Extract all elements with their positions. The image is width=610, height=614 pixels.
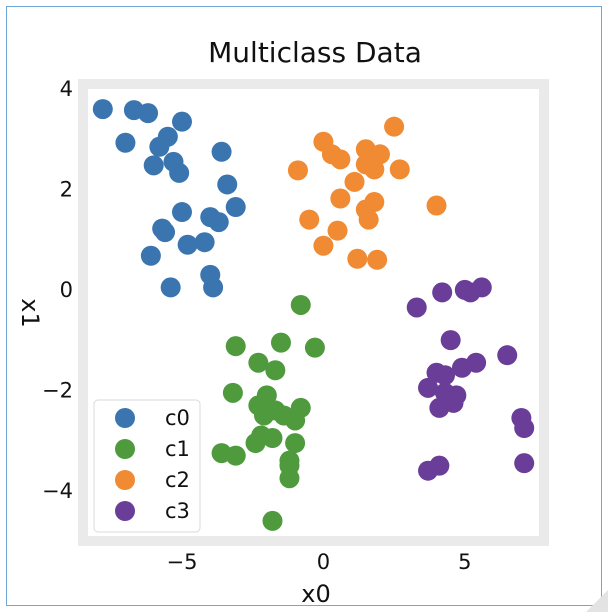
legend-marker-c3	[115, 501, 135, 521]
data-point-c0	[143, 155, 164, 176]
legend-marker-c2	[115, 470, 135, 490]
y-tick-label: −4	[42, 479, 73, 503]
data-point-c2	[364, 159, 385, 180]
data-point-c0	[171, 111, 192, 132]
data-point-c2	[330, 149, 351, 170]
data-point-c1	[304, 337, 325, 358]
data-point-c1	[265, 360, 286, 381]
plot-area-frame	[78, 79, 549, 546]
legend: c0 c1 c2 c3	[93, 399, 201, 533]
data-point-c3	[432, 282, 453, 303]
data-point-c0	[177, 234, 198, 255]
data-point-c0	[208, 212, 229, 233]
data-point-c0	[211, 141, 232, 162]
data-point-c3	[429, 455, 450, 476]
data-point-c2	[389, 159, 410, 180]
data-point-c1	[270, 332, 291, 353]
data-point-c1	[285, 433, 306, 454]
data-point-c0	[194, 232, 215, 253]
data-point-c2	[426, 195, 447, 216]
data-point-c1	[279, 468, 300, 489]
data-point-c3	[435, 365, 456, 386]
data-point-c3	[418, 377, 439, 398]
data-point-c2	[347, 248, 368, 269]
legend-label-c1: c1	[165, 437, 190, 461]
data-points	[92, 99, 535, 531]
data-point-c2	[330, 188, 351, 209]
data-point-c2	[384, 116, 405, 137]
y-tick-label: 2	[60, 177, 73, 201]
data-point-c3	[471, 277, 492, 298]
data-point-c1	[254, 405, 275, 426]
axis-ticks: −5 0 5 4 2 0 −2 −4	[42, 77, 471, 574]
legend-label-c2: c2	[165, 468, 190, 492]
data-point-c0	[217, 174, 238, 195]
data-point-c0	[115, 132, 136, 153]
y-tick-label: 4	[60, 77, 73, 101]
data-point-c3	[406, 297, 427, 318]
data-point-c1	[222, 382, 243, 403]
legend-label-c3: c3	[165, 499, 190, 523]
data-point-c3	[514, 453, 535, 474]
data-point-c1	[245, 433, 266, 454]
data-point-c3	[451, 357, 472, 378]
data-point-c2	[299, 209, 320, 230]
legend-marker-c0	[115, 408, 135, 428]
data-point-c3	[440, 330, 461, 351]
data-point-c1	[225, 336, 246, 357]
x-tick-label: 0	[317, 550, 330, 574]
data-point-c2	[313, 235, 334, 256]
x-tick-label: −5	[167, 550, 198, 574]
data-point-c0	[203, 277, 224, 298]
legend-marker-c1	[115, 439, 135, 459]
data-point-c1	[262, 510, 283, 531]
y-tick-label: 0	[60, 278, 73, 302]
data-point-c3	[514, 418, 535, 439]
legend-label-c0: c0	[165, 406, 190, 430]
data-point-c1	[225, 445, 246, 466]
data-point-c0	[155, 222, 176, 243]
data-point-c1	[290, 294, 311, 315]
data-point-c2	[367, 249, 388, 270]
data-point-c0	[169, 162, 190, 183]
data-point-c2	[358, 209, 379, 230]
data-point-c0	[140, 245, 161, 266]
y-axis-label: x1	[16, 298, 44, 327]
data-point-c0	[138, 103, 159, 124]
data-point-c0	[171, 202, 192, 223]
data-point-c0	[225, 197, 246, 218]
x-tick-label: 5	[458, 550, 471, 574]
data-point-c2	[344, 171, 365, 192]
data-point-c2	[327, 220, 348, 241]
x-axis-label: x0	[301, 580, 330, 608]
data-point-c0	[160, 277, 181, 298]
chart-title: Multiclass Data	[208, 36, 422, 69]
data-point-c3	[497, 345, 518, 366]
data-point-c2	[287, 160, 308, 181]
data-point-c0	[157, 126, 178, 147]
y-tick-label: −2	[42, 378, 73, 402]
data-point-c3	[429, 397, 450, 418]
data-point-c1	[285, 410, 306, 431]
data-point-c2	[369, 144, 390, 165]
data-point-c0	[92, 99, 113, 120]
data-point-c1	[248, 352, 269, 373]
resize-corner-icon[interactable]	[586, 590, 608, 612]
data-point-c1	[262, 428, 283, 449]
legend-box	[93, 399, 201, 533]
